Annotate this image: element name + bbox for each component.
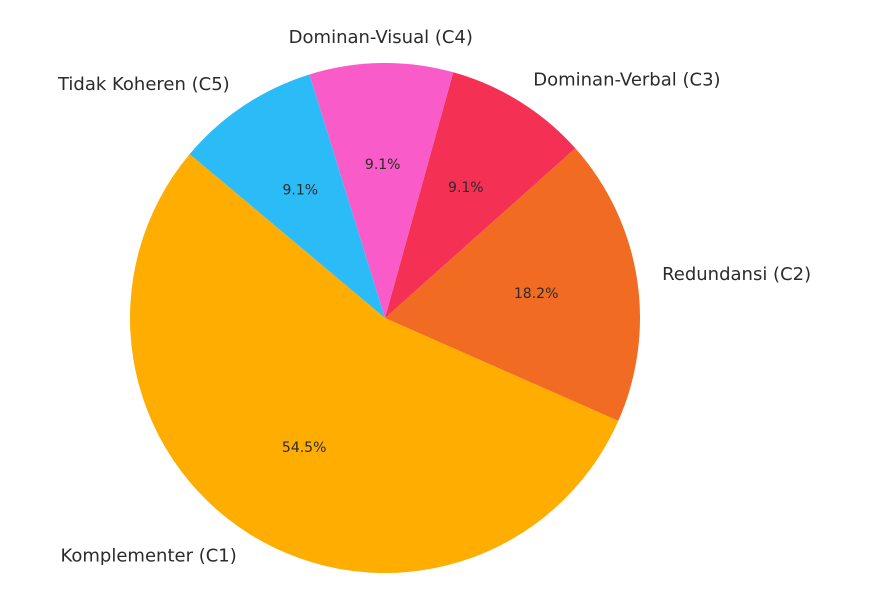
pie-percent-label: 54.5% [282, 440, 326, 456]
pie-category-label: Redundansi (C2) [662, 264, 811, 285]
pie-category-label: Dominan-Verbal (C3) [533, 69, 720, 90]
pie-slice-redundansi-c2 [385, 148, 640, 421]
pie-slice-komplementer-c1 [130, 154, 619, 573]
pie-category-label: Komplementer (C1) [60, 546, 236, 567]
pie-percent-label: 9.1% [448, 180, 484, 196]
pie-slice-dominan-verbal-c3 [385, 72, 576, 318]
pie-category-label: Tidak Koheren (C5) [57, 74, 230, 95]
pie-percent-label: 18.2% [514, 286, 558, 302]
pie-percent-label: 9.1% [365, 157, 401, 173]
pie-slice-tidak-koheren-c5 [189, 74, 385, 318]
pie-category-label: Dominan-Visual (C4) [289, 27, 473, 48]
pie-slice-dominan-visual-c4 [309, 63, 454, 319]
pie-percent-label: 9.1% [282, 183, 318, 199]
